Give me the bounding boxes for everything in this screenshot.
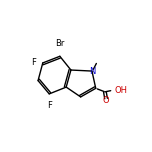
Text: Br: Br — [55, 39, 65, 48]
Text: F: F — [47, 102, 52, 111]
Text: OH: OH — [115, 86, 128, 95]
Text: F: F — [31, 58, 36, 67]
Text: O: O — [103, 96, 109, 105]
Text: N: N — [89, 67, 95, 76]
